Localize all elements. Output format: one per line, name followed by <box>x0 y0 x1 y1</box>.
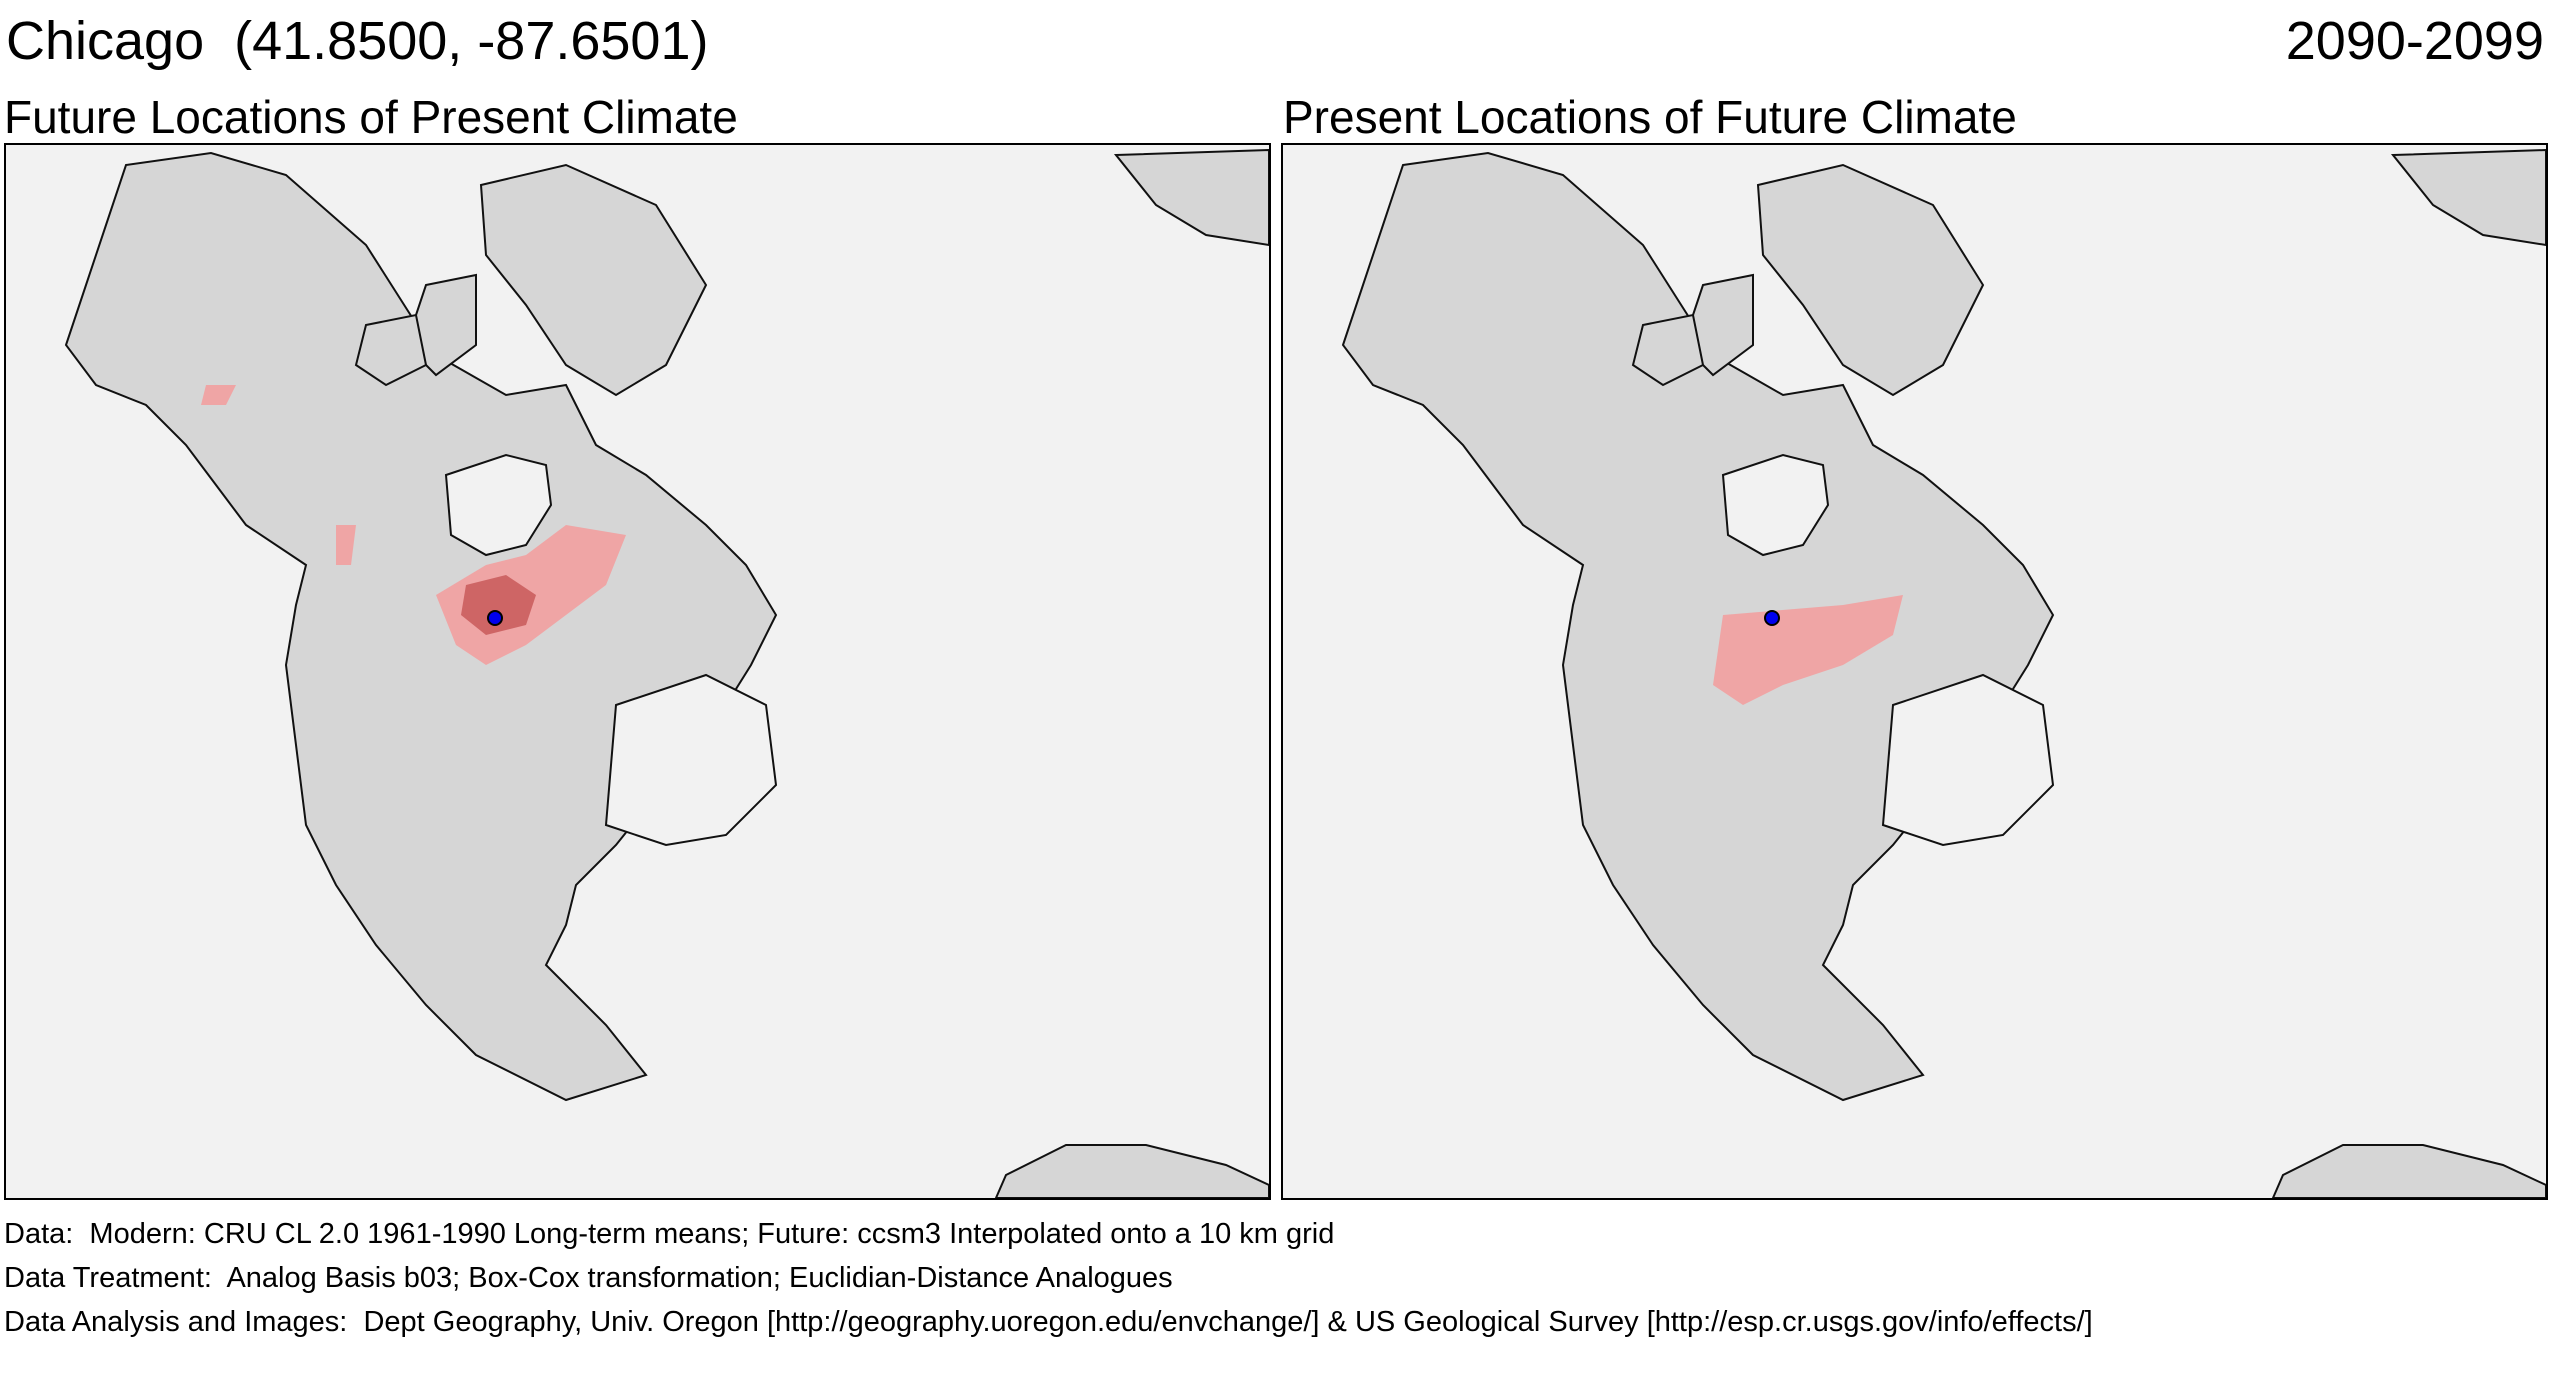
analog-region-strong <box>461 575 536 635</box>
location-marker <box>1764 610 1780 626</box>
panel-title-future-locations: Future Locations of Present Climate <box>4 91 738 143</box>
panel-title-present-locations: Present Locations of Future Climate <box>1283 91 2017 143</box>
credit-data-source: Data: Modern: CRU CL 2.0 1961-1990 Long-… <box>4 1218 1335 1250</box>
credit-data-analysis: Data Analysis and Images: Dept Geography… <box>4 1306 2093 1338</box>
location-marker <box>487 610 503 626</box>
water-bodies <box>444 453 778 847</box>
analog-region <box>1713 595 1903 705</box>
map-future-locations <box>4 143 1271 1200</box>
credit-data-treatment: Data Treatment: Analog Basis b03; Box-Co… <box>4 1262 1173 1294</box>
period-label: 2090-2099 <box>2285 11 2544 71</box>
location-title: Chicago (41.8500, -87.6501) <box>6 11 709 71</box>
land-mass <box>64 148 1269 1198</box>
credits: Data: Modern: CRU CL 2.0 1961-1990 Long-… <box>4 1212 2093 1344</box>
water-bodies <box>1721 453 2055 847</box>
land-mass <box>1341 148 2546 1198</box>
map-present-locations <box>1281 143 2548 1200</box>
